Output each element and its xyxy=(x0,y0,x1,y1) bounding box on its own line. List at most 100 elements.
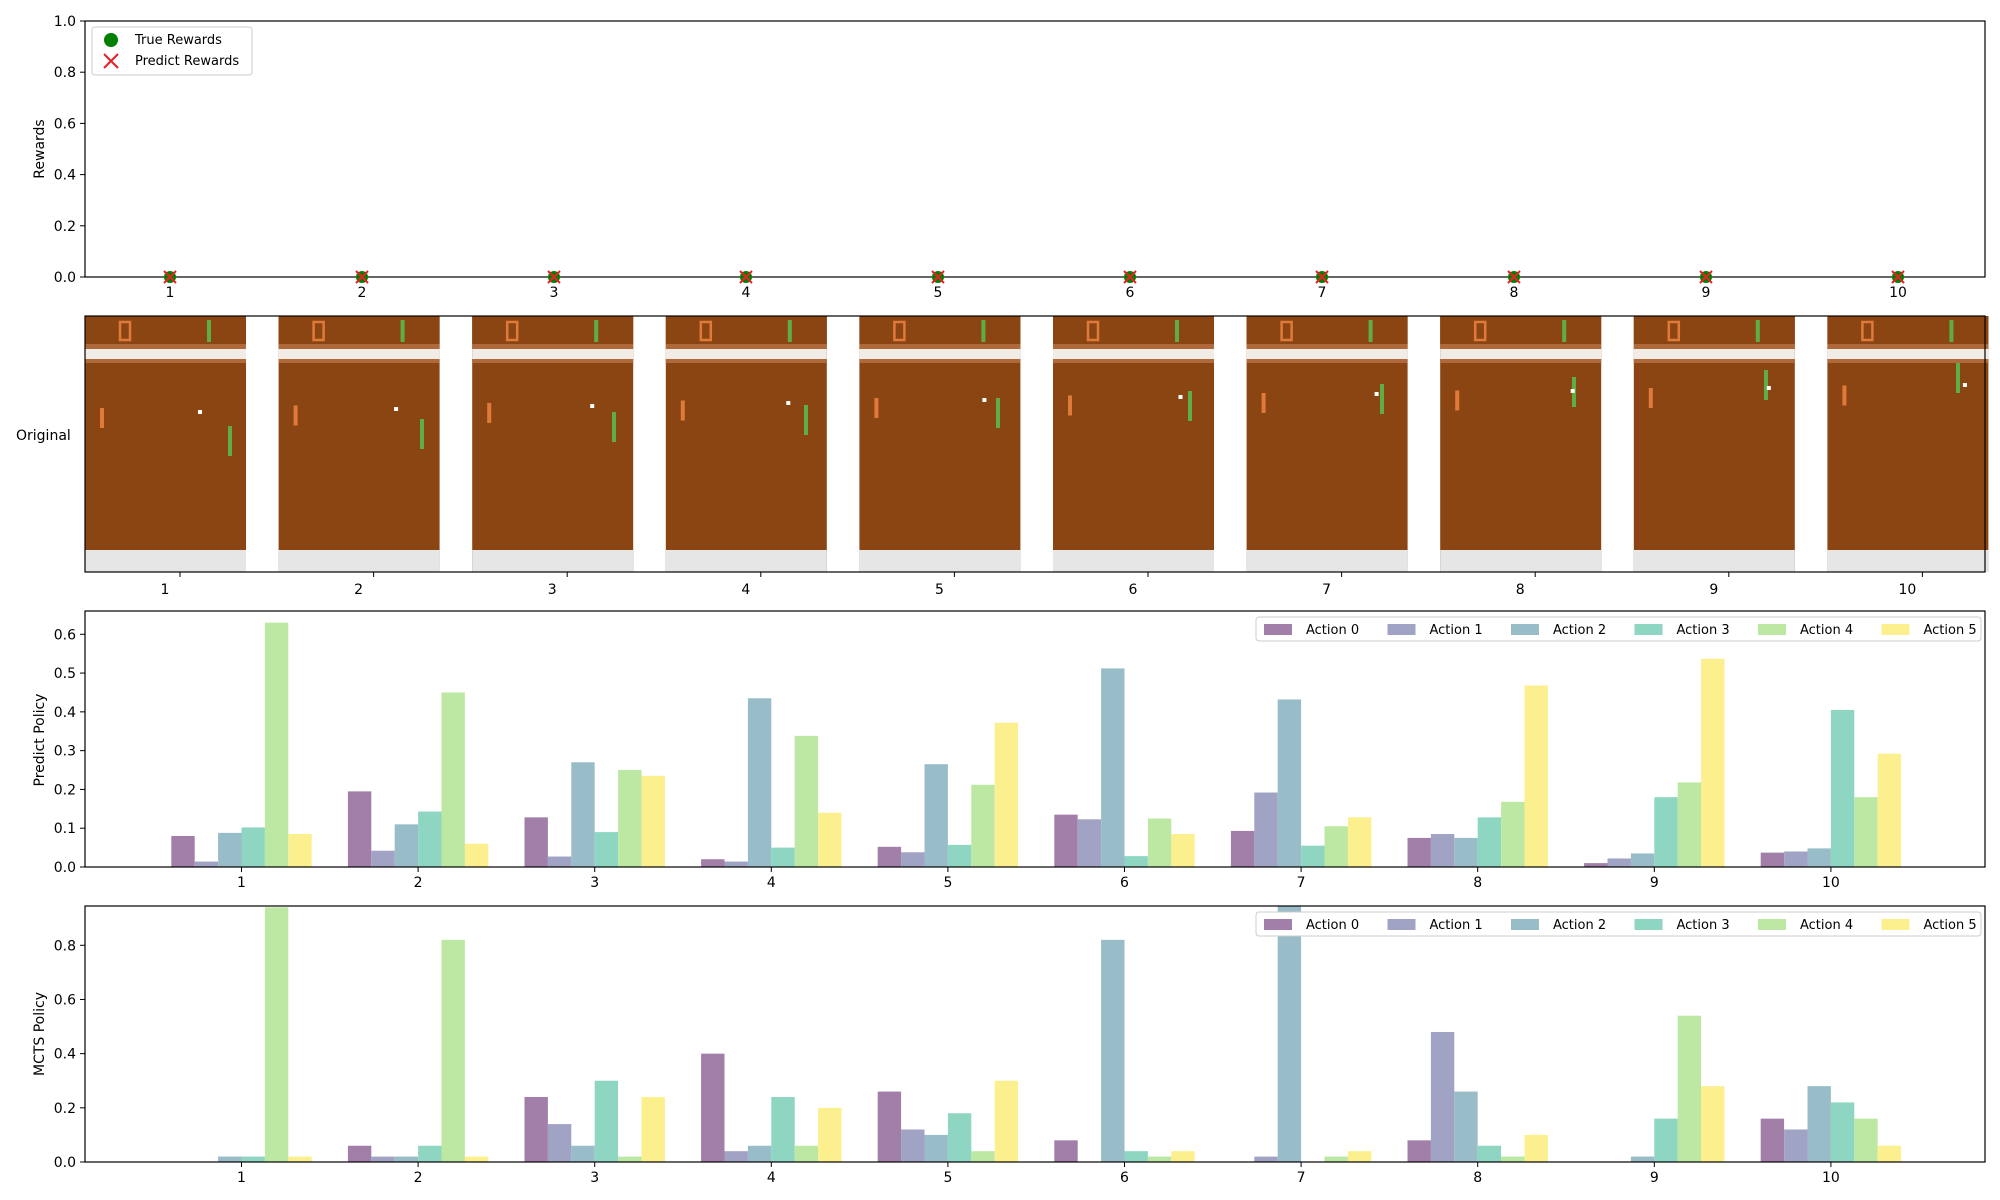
predict-bar xyxy=(1607,858,1631,867)
predict-reward-stroke xyxy=(931,270,945,284)
mcts-legend-label: Action 5 xyxy=(1924,918,1977,933)
frame-top-wall xyxy=(278,349,440,359)
mcts-bar xyxy=(877,1091,902,1162)
left-paddle xyxy=(487,403,492,423)
original-x-tick-label: 4 xyxy=(741,582,750,598)
mcts-legend-swatch xyxy=(1264,919,1292,930)
mcts-x-tick-label: 2 xyxy=(414,1170,423,1186)
mcts-bar xyxy=(394,1156,419,1162)
predict-legend-swatch xyxy=(1758,624,1786,635)
predict-bar xyxy=(171,835,195,867)
frame-upper-band xyxy=(859,344,1021,349)
mcts-legend-label: Action 4 xyxy=(1800,918,1853,933)
predict-reward-point xyxy=(739,270,753,284)
right-paddle xyxy=(612,412,616,442)
mcts-ylabel: MCTS Policy xyxy=(32,992,48,1076)
predict-bar xyxy=(1171,834,1195,867)
mcts-bar xyxy=(218,1156,242,1162)
predict-bar xyxy=(1101,668,1125,867)
predict-bar xyxy=(794,735,819,867)
mcts-legend-swatch xyxy=(1758,919,1786,930)
predict-y-tick-label: 0.2 xyxy=(54,782,76,798)
predict-x-tick-label: 8 xyxy=(1473,875,1482,891)
mcts-bar xyxy=(1171,1151,1195,1162)
predict-legend-label: Action 4 xyxy=(1800,623,1853,638)
predict-reward-stroke xyxy=(1315,270,1329,284)
ball xyxy=(1962,383,1967,387)
mcts-policy-bars xyxy=(218,906,1902,1162)
game-frame xyxy=(859,316,1021,572)
ball xyxy=(1374,392,1379,396)
mcts-y-tick-label: 0.0 xyxy=(54,1155,76,1171)
left-paddle xyxy=(874,398,879,418)
predict-bar xyxy=(641,775,665,867)
predict-y-ticks: 0.0 0.1 0.2 0.3 0.4 0.5 0.6 xyxy=(54,627,85,876)
mcts-bar xyxy=(747,1145,772,1162)
score-digit-glyph xyxy=(312,320,325,342)
mcts-legend-swatch xyxy=(1881,919,1910,930)
legend-predict-rewards-label: Predict Rewards xyxy=(135,54,239,69)
predict-reward-stroke xyxy=(1507,270,1521,284)
rewards-x-tick-label: 4 xyxy=(742,285,751,301)
left-paddle xyxy=(100,408,104,428)
rewards-y-tick-label: 0.0 xyxy=(54,270,76,286)
frame-top-wall xyxy=(1440,349,1602,359)
rewards-x-tick-label: 8 xyxy=(1510,285,1519,301)
frames-strip xyxy=(85,316,1989,572)
frame-floor xyxy=(1440,550,1602,572)
score-digit-glyph xyxy=(1861,320,1874,342)
left-paddle xyxy=(293,405,298,426)
predict-bar xyxy=(924,764,948,867)
mcts-bar xyxy=(1054,1140,1078,1162)
frame-score-area xyxy=(472,316,634,344)
mcts-bar xyxy=(1430,1031,1455,1162)
frame-lower-band xyxy=(1440,359,1602,363)
rewards-legend-box xyxy=(91,26,253,76)
ball xyxy=(394,407,399,411)
mcts-bar xyxy=(947,1113,972,1162)
original-x-tick-label: 3 xyxy=(548,582,557,598)
game-frame xyxy=(1440,316,1602,572)
top-marker xyxy=(981,320,986,342)
predict-legend-swatch xyxy=(1881,624,1910,635)
original-x-tick-label: 5 xyxy=(935,582,944,598)
frame-lower-band xyxy=(859,359,1021,363)
original-x-tick-label: 9 xyxy=(1709,582,1718,598)
predict-reward-point xyxy=(1699,270,1713,284)
predict-bar xyxy=(1407,837,1431,867)
mcts-x-tick-label: 3 xyxy=(590,1170,599,1186)
frame-upper-band xyxy=(1633,344,1795,349)
predict-bar xyxy=(241,827,265,867)
mcts-bar xyxy=(641,1096,665,1162)
mcts-bar xyxy=(1324,1156,1348,1162)
predict-x-tick-label: 7 xyxy=(1297,875,1306,891)
game-frame xyxy=(472,316,634,572)
mcts-policy-panel: MCTS Policy 0.00.20.40.60.8 1 2 3 4 5 6 7 8 9 10 … xyxy=(32,905,1986,1186)
rewards-axes-frame xyxy=(84,20,1986,278)
frame-upper-band xyxy=(1246,344,1408,349)
predict-bar xyxy=(441,692,465,867)
original-x-tick-label: 7 xyxy=(1322,582,1331,598)
original-x-tick-label: 1 xyxy=(161,582,170,598)
predict-reward-point xyxy=(1891,270,1905,284)
predict-axes-frame xyxy=(84,610,1986,868)
rewards-y-tick-label: 0.4 xyxy=(54,168,76,184)
predict-bar xyxy=(877,846,902,867)
mcts-axes-frame xyxy=(84,905,1986,1163)
predict-reward-stroke xyxy=(739,270,753,284)
predict-bar xyxy=(218,832,242,867)
predict-bar xyxy=(1254,792,1278,867)
frame-lower-band xyxy=(1053,359,1214,363)
predict-legend: Action 0 Action 1 Action 2 Action 3 Action 4… xyxy=(1255,616,1982,642)
rewards-legend: True Rewards Predict Rewards xyxy=(91,26,253,76)
predict-bar xyxy=(1854,797,1878,867)
top-marker xyxy=(400,320,405,342)
mcts-legend-label: Action 2 xyxy=(1553,918,1606,933)
rewards-x-ticks: 1 2 3 4 5 6 7 8 9 10 xyxy=(166,277,1907,301)
original-x-tick-label: 2 xyxy=(354,582,363,598)
mcts-bar xyxy=(794,1145,819,1162)
predict-legend-label: Action 5 xyxy=(1924,623,1977,638)
predict-bar xyxy=(464,843,489,867)
predict-bar xyxy=(1524,685,1548,867)
game-frame xyxy=(1246,316,1408,572)
